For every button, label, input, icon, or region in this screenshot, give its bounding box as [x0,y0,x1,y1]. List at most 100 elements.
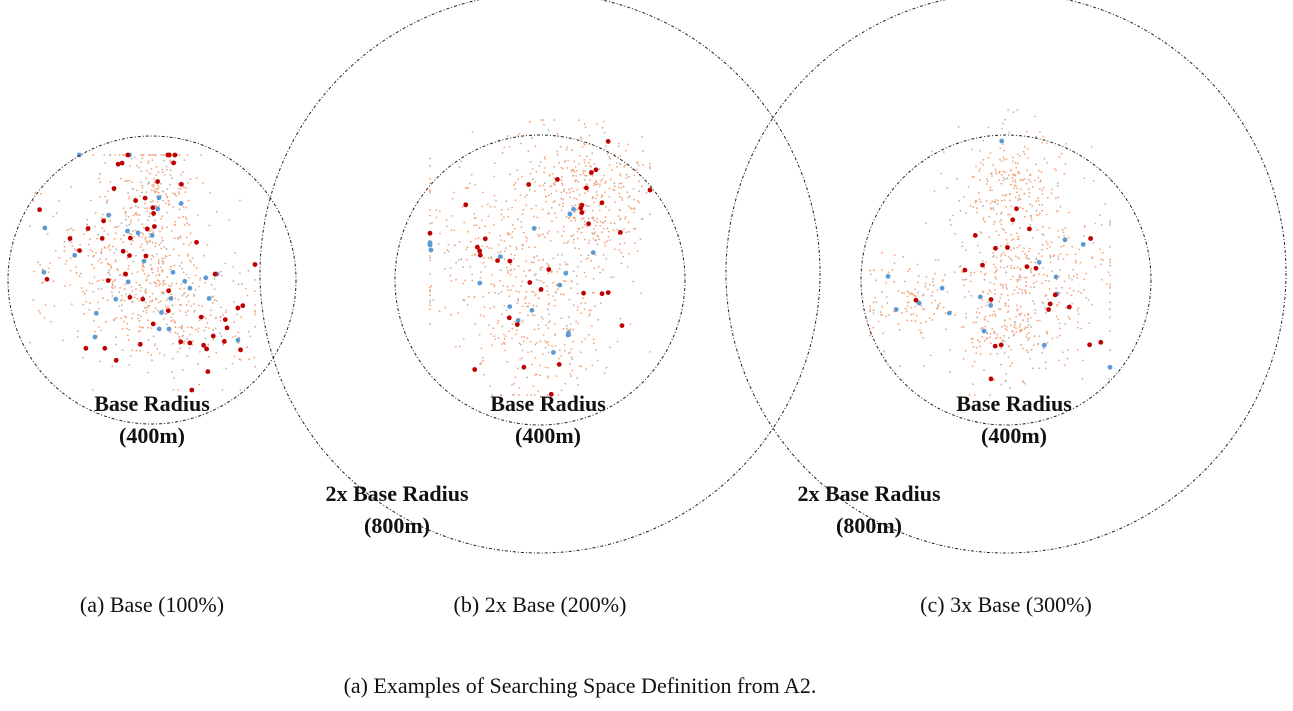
dense-point [156,285,158,287]
dense-point [187,254,189,256]
dense-point [104,247,106,249]
dense-point [901,312,903,314]
dense-point [514,188,516,190]
gray-point [1027,351,1029,353]
dense-point [574,197,576,199]
dense-point [1054,168,1056,170]
dense-point [649,214,651,216]
gray-point [534,275,536,277]
dense-point [439,310,441,312]
dense-point [1045,280,1047,282]
dense-point [545,367,547,369]
dense-point [1033,282,1035,284]
dense-point [1025,292,1027,294]
dense-point [618,193,620,195]
dense-point [190,261,192,263]
dense-point [1003,252,1005,254]
dense-point [520,194,522,196]
dense-point [1077,321,1079,323]
dense-point [516,329,518,331]
dense-point [1041,210,1043,212]
dense-point [491,344,493,346]
dense-point [471,255,473,257]
blue-point [155,207,160,212]
gray-point [143,227,145,229]
dense-point [172,206,174,208]
dense-point [162,284,164,286]
gray-point [132,230,134,232]
dense-point [178,336,180,338]
dense-point [519,312,521,314]
dense-point [191,305,193,307]
dense-point [127,268,129,270]
dense-point [178,255,180,257]
dense-point [577,238,579,240]
dense-point [1029,192,1031,194]
dense-point [146,312,148,314]
red-point [963,268,968,273]
dense-point [608,236,610,238]
dense-point [429,158,431,160]
dense-point [572,175,574,177]
dense-point [1041,142,1043,144]
dense-point [86,219,88,221]
dense-point [1015,327,1017,329]
dense-point [1024,328,1026,330]
dense-point [186,296,188,298]
dense-point [497,320,499,322]
dense-point [248,331,250,333]
dense-point [872,327,874,329]
dense-point [599,204,601,206]
dense-point [170,174,172,176]
red-point [173,153,178,158]
dense-point [1100,263,1102,265]
dense-point [512,231,514,233]
dense-point [131,158,133,160]
dense-point [179,154,181,156]
dense-point [1025,257,1027,259]
dense-point [992,164,994,166]
dense-point [225,311,227,313]
dense-point [961,326,963,328]
dense-point [1058,302,1060,304]
dense-point [1025,326,1027,328]
dense-point [197,331,199,333]
gray-point [905,308,907,310]
dense-point [997,200,999,202]
red-point [225,326,230,331]
blue-point [1037,260,1042,265]
dense-point [554,334,556,336]
dense-point [544,167,546,169]
dense-point [1030,272,1032,274]
dense-point [503,258,505,260]
dense-point [506,267,508,269]
gray-point [529,269,531,271]
dense-point [561,254,563,256]
dense-point [1063,245,1065,247]
dense-point [1038,335,1040,337]
dense-point [1004,352,1006,354]
gray-point [925,283,927,285]
dense-point [501,314,503,316]
dense-point [568,316,570,318]
dense-point [976,207,978,209]
dense-point [145,236,147,238]
gray-point [982,140,984,142]
gray-point [587,254,589,256]
dense-point [975,166,977,168]
dense-point [1060,246,1062,248]
dense-point [990,353,992,355]
dense-point [593,228,595,230]
dense-point [105,258,107,260]
dense-point [545,201,547,203]
dense-point [435,209,437,211]
dense-point [116,317,118,319]
dense-point [65,263,67,265]
dense-point [179,304,181,306]
dense-point [1041,204,1043,206]
dense-point [1046,248,1048,250]
dense-point [582,227,584,229]
dense-point [44,317,46,319]
dense-point [121,299,123,301]
dense-point [37,262,39,264]
